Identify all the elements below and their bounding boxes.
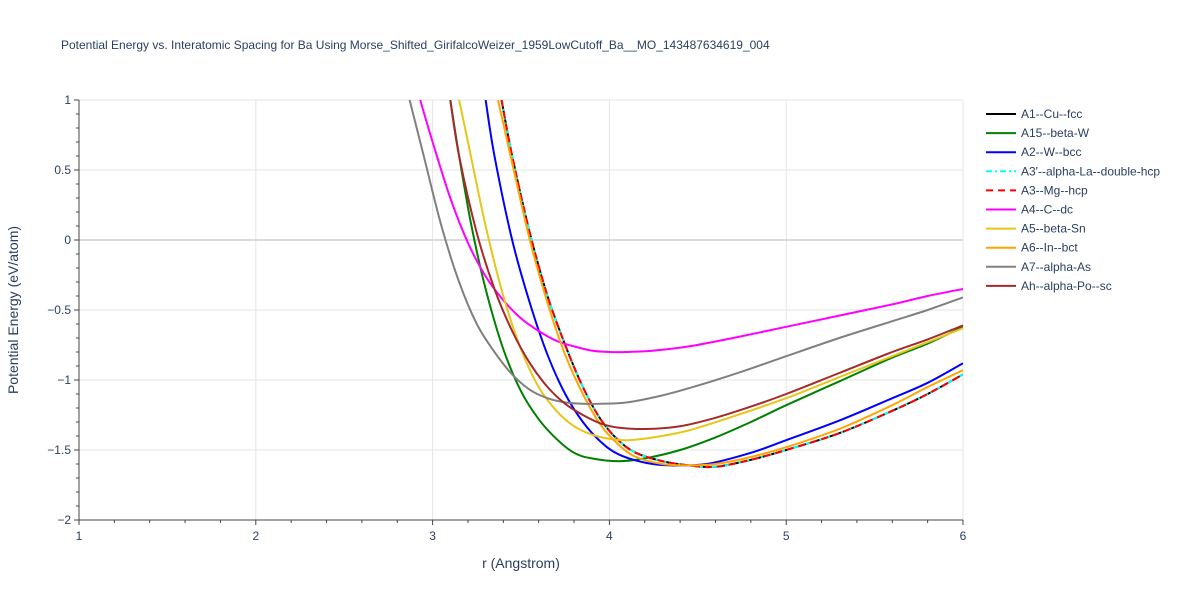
legend-label: A5--beta-Sn (1021, 222, 1086, 236)
chart-title: Potential Energy vs. Interatomic Spacing… (61, 38, 770, 52)
x-tick-label: 6 (960, 529, 967, 543)
series-layer (408, 100, 963, 469)
legend-label: Ah--alpha-Po--sc (1021, 279, 1112, 293)
legend-label: A15--beta-W (1021, 126, 1090, 140)
y-tick-label: −1.5 (47, 443, 71, 457)
y-tick-label: 1 (64, 93, 71, 107)
series-line (484, 100, 963, 467)
legend-label: A4--C--dc (1021, 203, 1073, 217)
x-tick-label: 2 (252, 529, 259, 543)
legend-item[interactable]: A6--In--bct (986, 241, 1078, 255)
series-line (449, 100, 963, 463)
y-tick-label: −0.5 (47, 303, 71, 317)
legend-label: A6--In--bct (1021, 241, 1078, 255)
series-line (449, 100, 963, 431)
legend-item[interactable]: Ah--alpha-Po--sc (986, 279, 1112, 293)
legend[interactable]: A1--Cu--fcc A15--beta-W A2--W--bcc A3'--alp… (986, 107, 1160, 293)
x-axis-title: r (Angstrom) (482, 555, 560, 571)
legend-item[interactable]: A5--beta-Sn (986, 222, 1086, 236)
legend-item[interactable]: A3'--alpha-La--double-hcp (986, 164, 1160, 178)
legend-label: A3--Mg--hcp (1021, 183, 1088, 197)
legend-item[interactable]: A7--alpha-As (986, 260, 1091, 274)
legend-item[interactable]: A3--Mg--hcp (986, 183, 1088, 197)
legend-item[interactable]: A15--beta-W (986, 126, 1090, 140)
series-line (497, 100, 963, 467)
x-tick-label: 5 (783, 529, 790, 543)
legend-label: A1--Cu--fcc (1021, 107, 1082, 121)
y-tick-label: −2 (57, 513, 71, 527)
x-tick-label: 4 (606, 529, 613, 543)
legend-label: A3'--alpha-La--double-hcp (1021, 164, 1160, 178)
series-line (500, 100, 963, 469)
tick-layer: 1 2 3 4 5 6 1 0.5 0 −0.5 −1 −1.5 −2 (47, 93, 966, 543)
legend-item[interactable]: A1--Cu--fcc (986, 107, 1082, 121)
series-line (458, 100, 963, 442)
x-tick-label: 3 (429, 529, 436, 543)
legend-label: A7--alpha-As (1021, 260, 1091, 274)
y-tick-label: −1 (57, 373, 71, 387)
legend-label: A2--W--bcc (1021, 145, 1081, 159)
y-tick-label: 0.5 (54, 163, 71, 177)
series-line (419, 100, 963, 354)
legend-item[interactable]: A2--W--bcc (986, 145, 1081, 159)
x-tick-label: 1 (76, 529, 83, 543)
legend-item[interactable]: A4--C--dc (986, 203, 1073, 217)
series-line (408, 100, 963, 405)
grid-layer (79, 99, 964, 521)
y-axis-title: Potential Energy (eV/atom) (5, 226, 21, 394)
y-tick-label: 0 (64, 233, 71, 247)
